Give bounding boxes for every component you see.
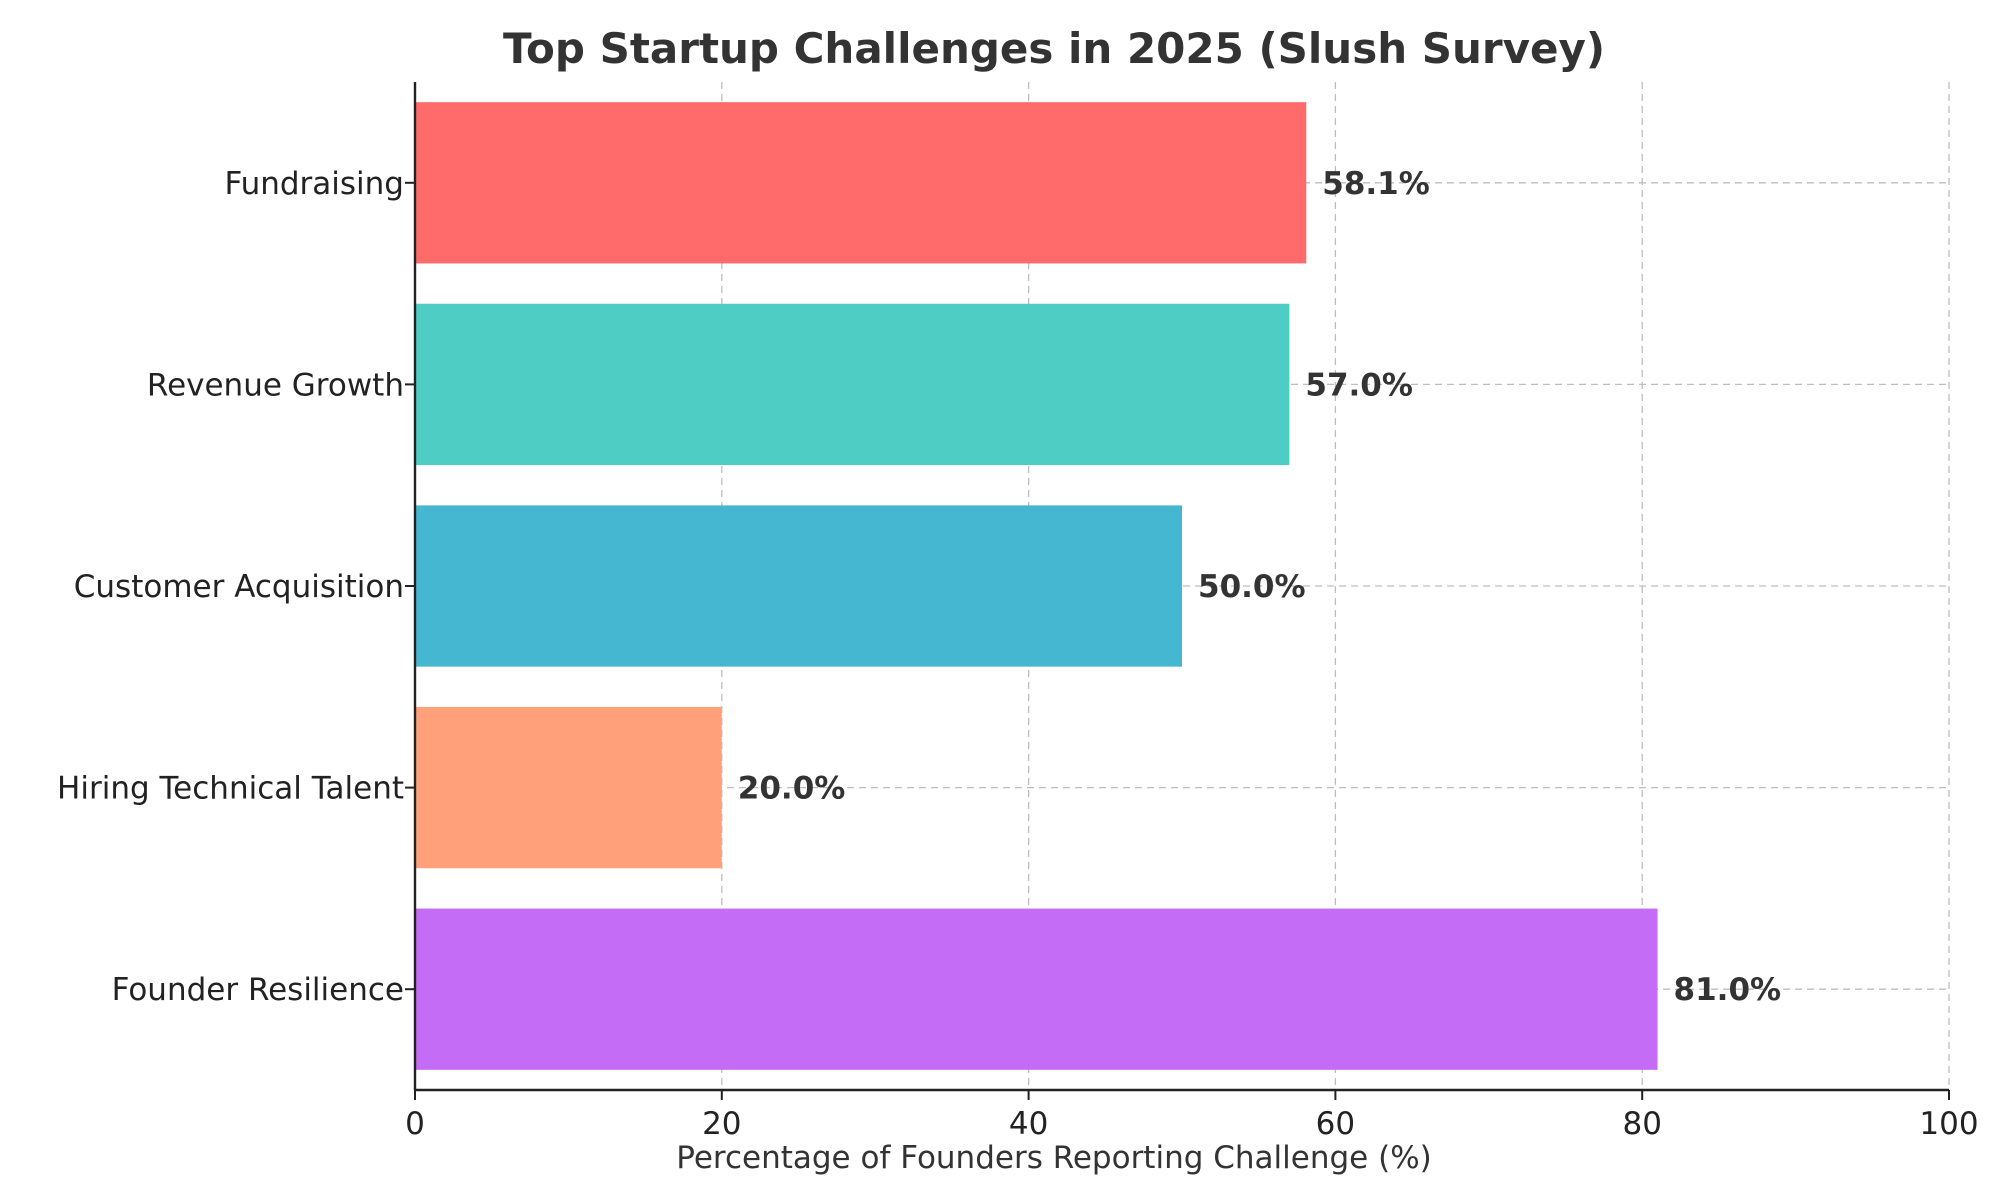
x-tick-label: 0 — [405, 1106, 425, 1142]
data-label: 58.1% — [1322, 166, 1430, 202]
bar — [415, 303, 1290, 466]
data-label: 57.0% — [1305, 367, 1413, 403]
bar — [415, 505, 1182, 667]
bar — [415, 102, 1307, 264]
x-tick-label: 40 — [1009, 1106, 1048, 1142]
x-tick-label: 100 — [1919, 1106, 1978, 1142]
data-label: 50.0% — [1198, 569, 1306, 605]
bars — [415, 102, 1658, 1070]
axes — [405, 82, 1950, 1100]
y-tick-label: Hiring Technical Talent — [57, 771, 404, 807]
data-label: 20.0% — [738, 771, 846, 807]
bar — [415, 908, 1658, 1070]
data-label: 81.0% — [1674, 972, 1782, 1008]
y-tick-label: Customer Acquisition — [74, 569, 404, 605]
chart-title: Top Startup Challenges in 2025 (Slush Su… — [503, 24, 1605, 73]
y-tick-label: Revenue Growth — [147, 367, 404, 403]
x-axis-label: Percentage of Founders Reporting Challen… — [676, 1140, 1432, 1176]
x-tick-label: 60 — [1316, 1106, 1355, 1142]
bar — [415, 706, 722, 869]
x-tick-label: 80 — [1622, 1106, 1661, 1142]
y-tick-label: Founder Resilience — [112, 972, 404, 1008]
labels: 0 20 40 60 80 100 Fundraising 58.1% Revenue Grow… — [57, 166, 1979, 1142]
y-tick-label: Fundraising — [224, 166, 404, 202]
x-tick-label: 20 — [702, 1106, 741, 1142]
